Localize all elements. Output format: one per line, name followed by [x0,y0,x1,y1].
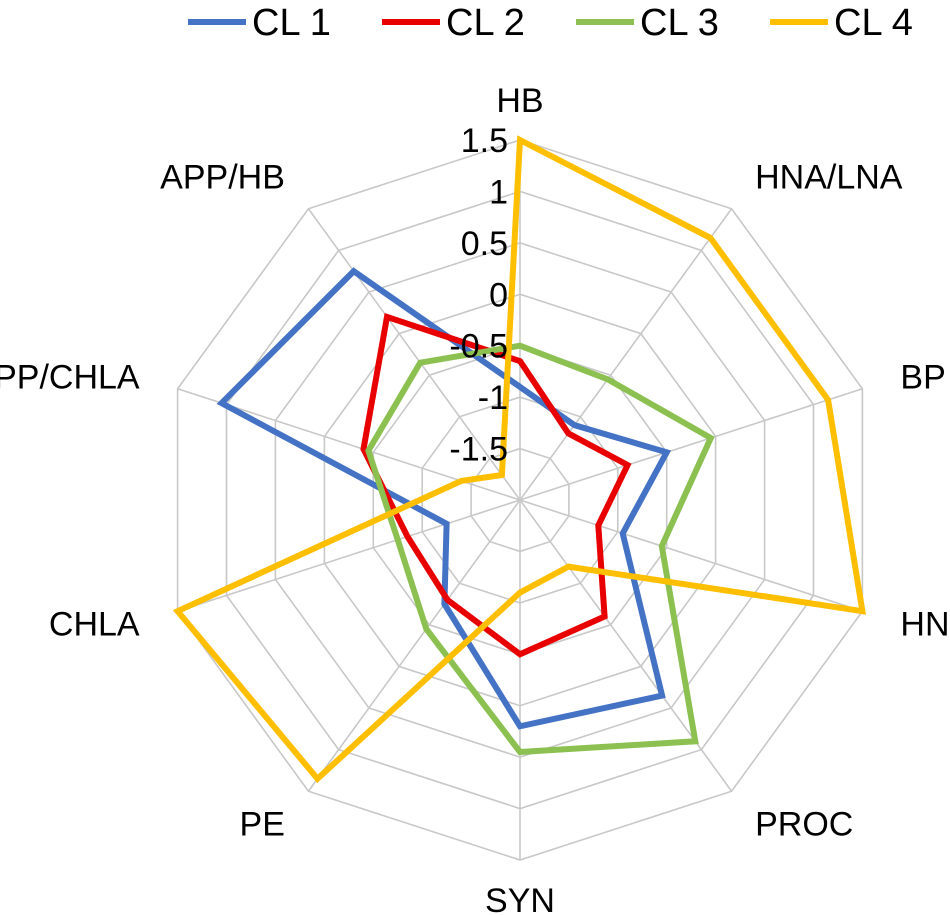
axis-label: SYN [485,882,555,915]
series-layer [172,135,867,784]
tick-label: 0.5 [461,225,508,263]
grid-spoke [307,208,521,501]
axis-label: PROC [755,806,853,844]
legend: CL 1 CL 2 CL 3 CL 4 [188,2,913,44]
axis-label: PE [240,806,285,844]
series-line-cl-2 [360,312,632,658]
axis-labels: HB HNA/LNA BP HNF PROC SYN PE CHLA APP/CHLA APP/H… [0,82,950,915]
grid-spoke [177,499,521,613]
axis-label: APP/CHLA [0,358,140,396]
grid-spoke [519,387,863,501]
tick-label: -1.5 [449,431,508,469]
legend-label-cl-1: CL 1 [252,2,331,44]
axis-label: HB [496,82,543,120]
legend-label-cl-2: CL 2 [446,2,525,44]
tick-label: -1 [478,379,508,417]
tick-label: 1 [489,173,508,211]
grid-spoke [307,499,521,792]
legend-label-cl-3: CL 3 [640,2,719,44]
tick-label: 0 [489,276,508,314]
axis-label: CHLA [49,606,140,644]
grid-spoke [519,208,733,501]
legend-label-cl-4: CL 4 [834,2,913,44]
tick-label: -0.5 [449,328,508,366]
radar-grid [176,139,864,861]
axis-label: BP [900,358,945,396]
axis-label: HNA/LNA [755,158,903,196]
series-line-cl-4 [172,135,867,784]
tick-label: 1.5 [461,122,508,160]
grid-spoke [519,499,863,613]
series-line-cl-3 [365,342,715,756]
axis-label: HNF [900,606,950,644]
axis-label: APP/HB [160,158,285,196]
series-line-cl-1 [216,267,672,730]
tick-labels: -1.5 -1 -0.5 0 0.5 1 1.5 [449,122,508,469]
